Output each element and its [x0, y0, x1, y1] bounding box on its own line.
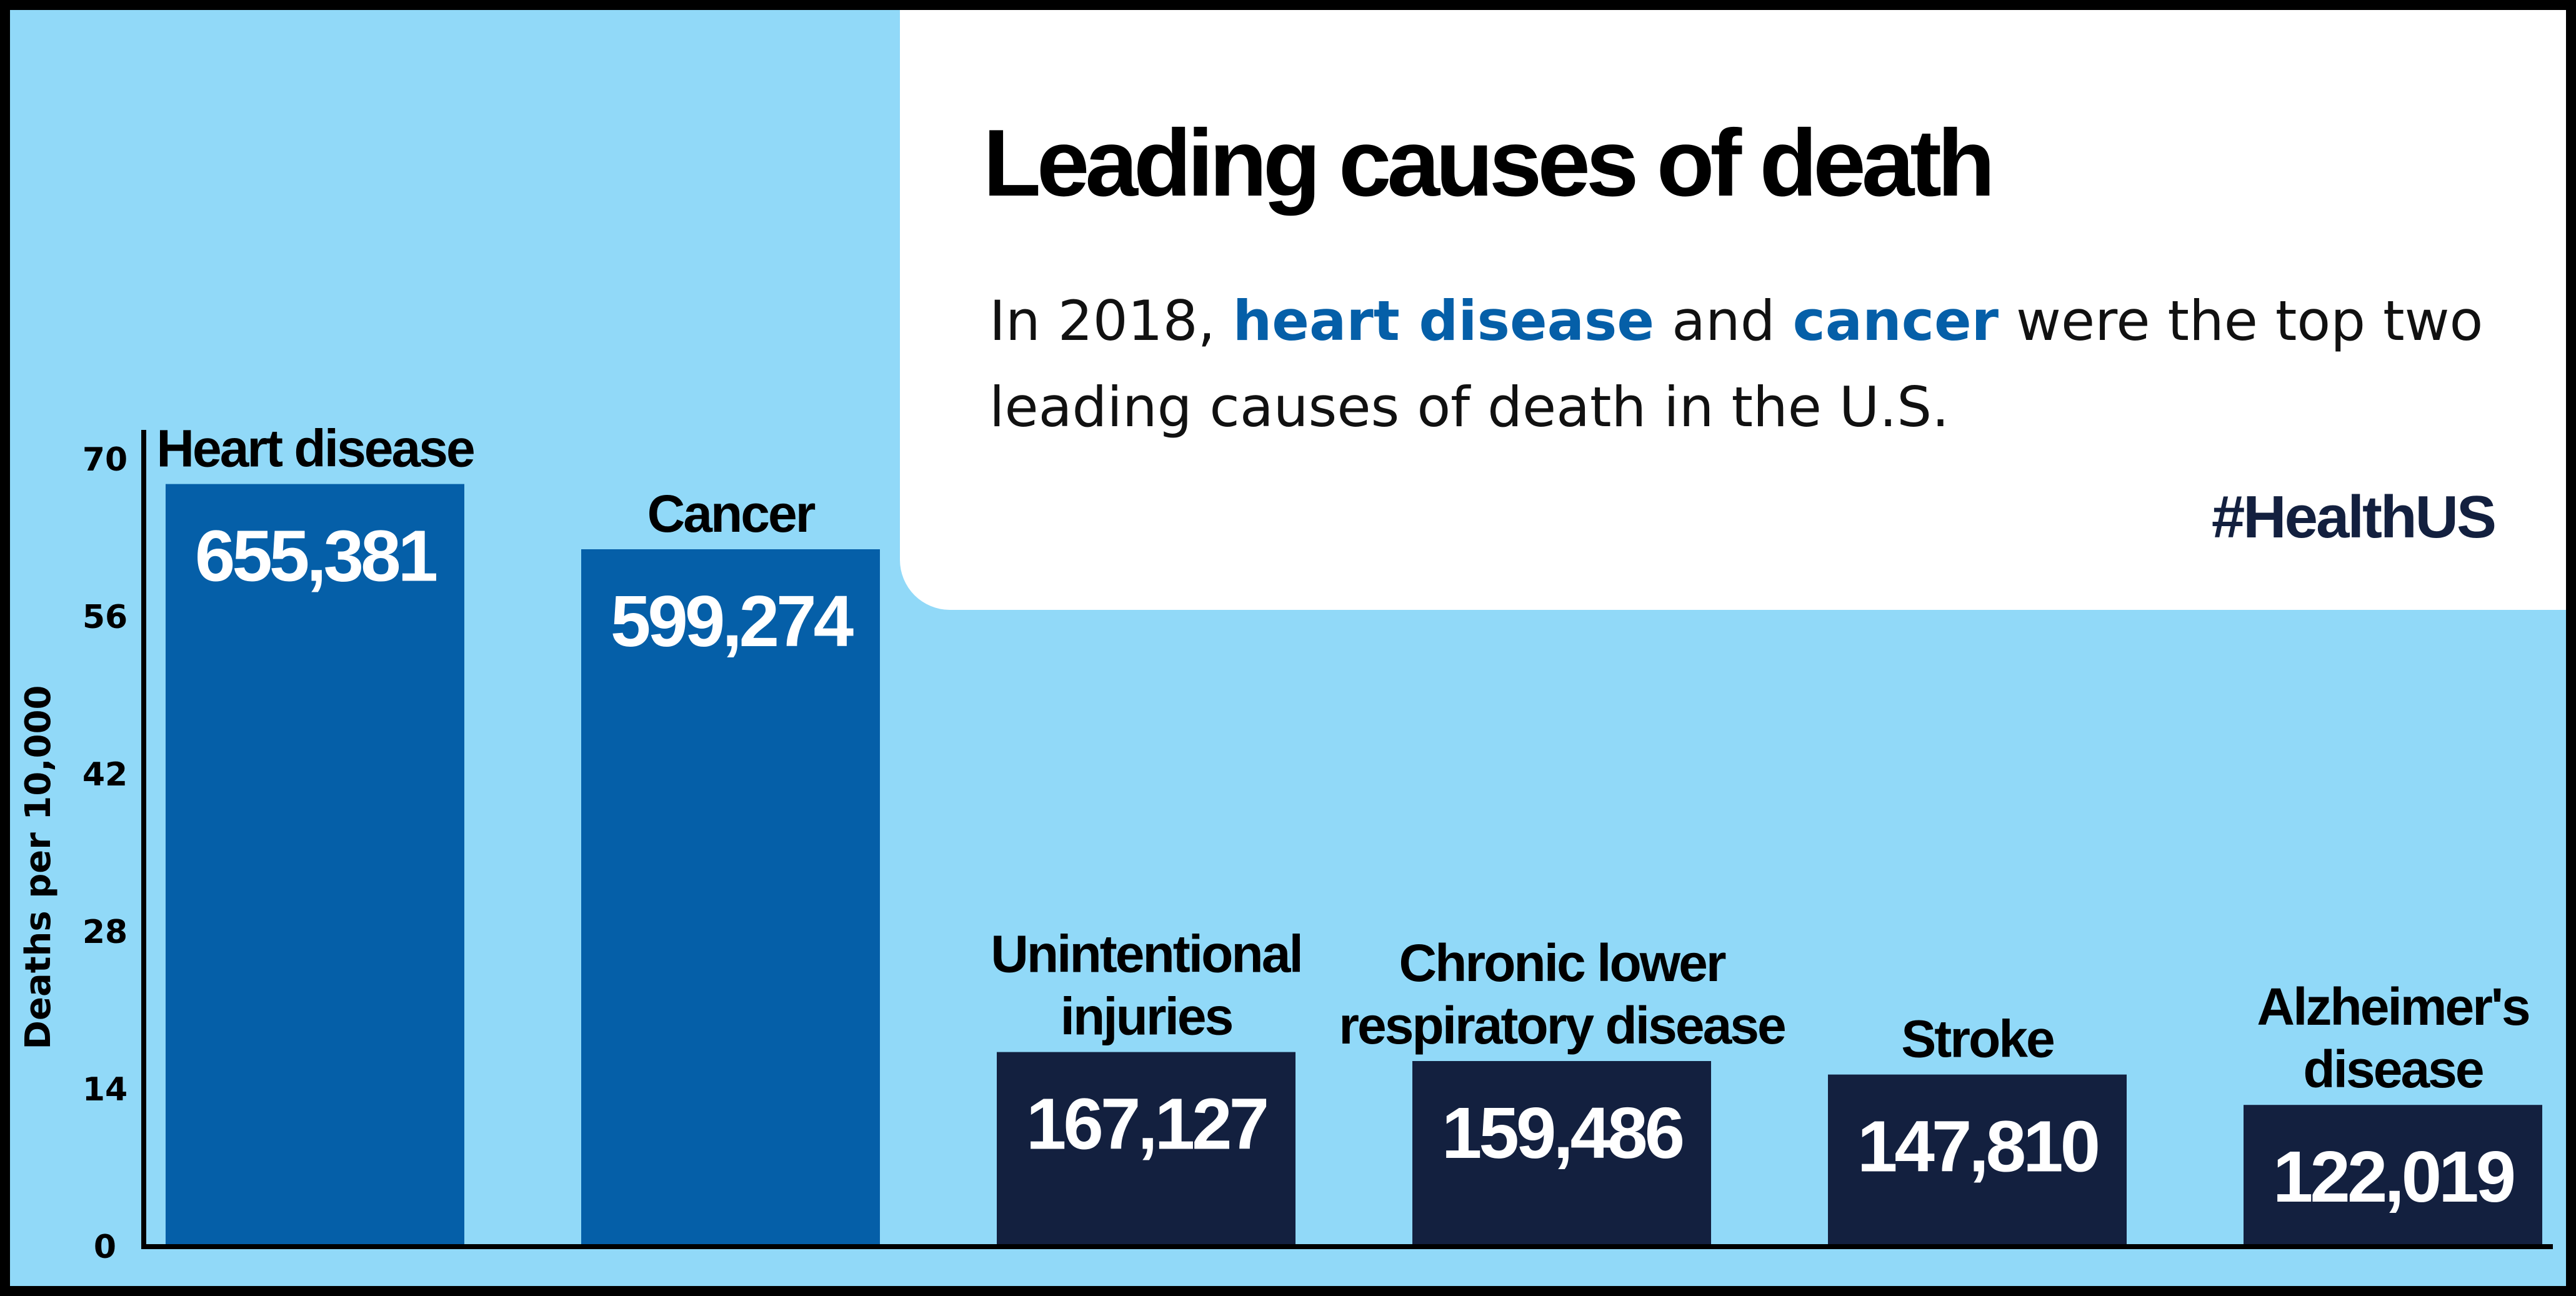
y-tick-label-5: 70 — [82, 441, 127, 479]
category-label-3-line-0: Chronic lower — [1399, 934, 1725, 992]
category-label-3-line-1: respiratory disease — [1339, 996, 1785, 1055]
data-label-2: 167,127 — [1026, 1084, 1267, 1165]
hashtag: #HealthUS — [2211, 484, 2497, 551]
data-label-1: 599,274 — [611, 581, 854, 662]
category-label-5-line-0: Alzheimer's — [2257, 977, 2529, 1036]
bar-4 — [1828, 1074, 2127, 1247]
category-label-1: Cancer — [647, 484, 816, 543]
y-tick-label-3: 42 — [82, 756, 127, 794]
category-label-0: Heart disease — [156, 419, 474, 478]
subtitle-highlight-cancer: cancer — [1792, 289, 1999, 353]
y-tick-label-0: 0 — [94, 1229, 116, 1266]
bar-5 — [2244, 1105, 2542, 1247]
category-label-5-line-1: disease — [2303, 1040, 2483, 1099]
subtitle: In 2018, heart disease and cancer were t… — [989, 278, 2539, 451]
category-label-2-line-0: Unintentional — [991, 925, 1302, 984]
category-label-4: Stroke — [1901, 1010, 2054, 1069]
data-label-5: 122,019 — [2273, 1136, 2514, 1217]
bar-0 — [166, 484, 464, 1247]
y-tick-label-2: 28 — [82, 914, 127, 951]
y-tick-label-4: 56 — [82, 599, 127, 636]
data-label-0: 655,381 — [195, 516, 437, 597]
subtitle-text-1: In 2018, — [989, 289, 1233, 353]
bar-2 — [997, 1052, 1295, 1247]
subtitle-text-2: and — [1654, 289, 1793, 353]
page-title: Leading causes of death — [983, 110, 1995, 216]
bar-3 — [1412, 1061, 1711, 1247]
y-tick-label-1: 14 — [82, 1071, 127, 1109]
header-card — [900, 10, 2566, 610]
category-label-2-line-1: injuries — [1061, 987, 1232, 1046]
subtitle-highlight-heart-disease: heart disease — [1232, 289, 1655, 353]
y-axis-label: Deaths per 10,000 — [18, 685, 59, 1050]
data-label-3: 159,486 — [1442, 1092, 1683, 1174]
subtitle-text-3: were the top two leading causes of death… — [989, 289, 2484, 439]
bar-1 — [581, 549, 880, 1247]
data-label-4: 147,810 — [1857, 1106, 2098, 1187]
